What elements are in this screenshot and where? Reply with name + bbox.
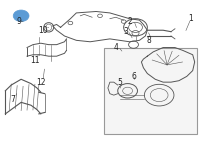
Circle shape bbox=[13, 10, 29, 22]
Text: 9: 9 bbox=[17, 17, 22, 26]
Bar bbox=[104, 47, 197, 134]
Text: 11: 11 bbox=[30, 56, 40, 65]
Text: 4: 4 bbox=[113, 43, 118, 52]
Text: 2: 2 bbox=[127, 17, 132, 26]
Text: 6: 6 bbox=[131, 72, 136, 81]
Text: 10: 10 bbox=[38, 26, 48, 35]
Text: 12: 12 bbox=[36, 78, 46, 87]
Text: 8: 8 bbox=[147, 36, 152, 45]
Text: 1: 1 bbox=[188, 14, 193, 23]
Text: 3: 3 bbox=[123, 27, 128, 36]
Text: 5: 5 bbox=[117, 78, 122, 87]
Text: 7: 7 bbox=[11, 95, 16, 104]
